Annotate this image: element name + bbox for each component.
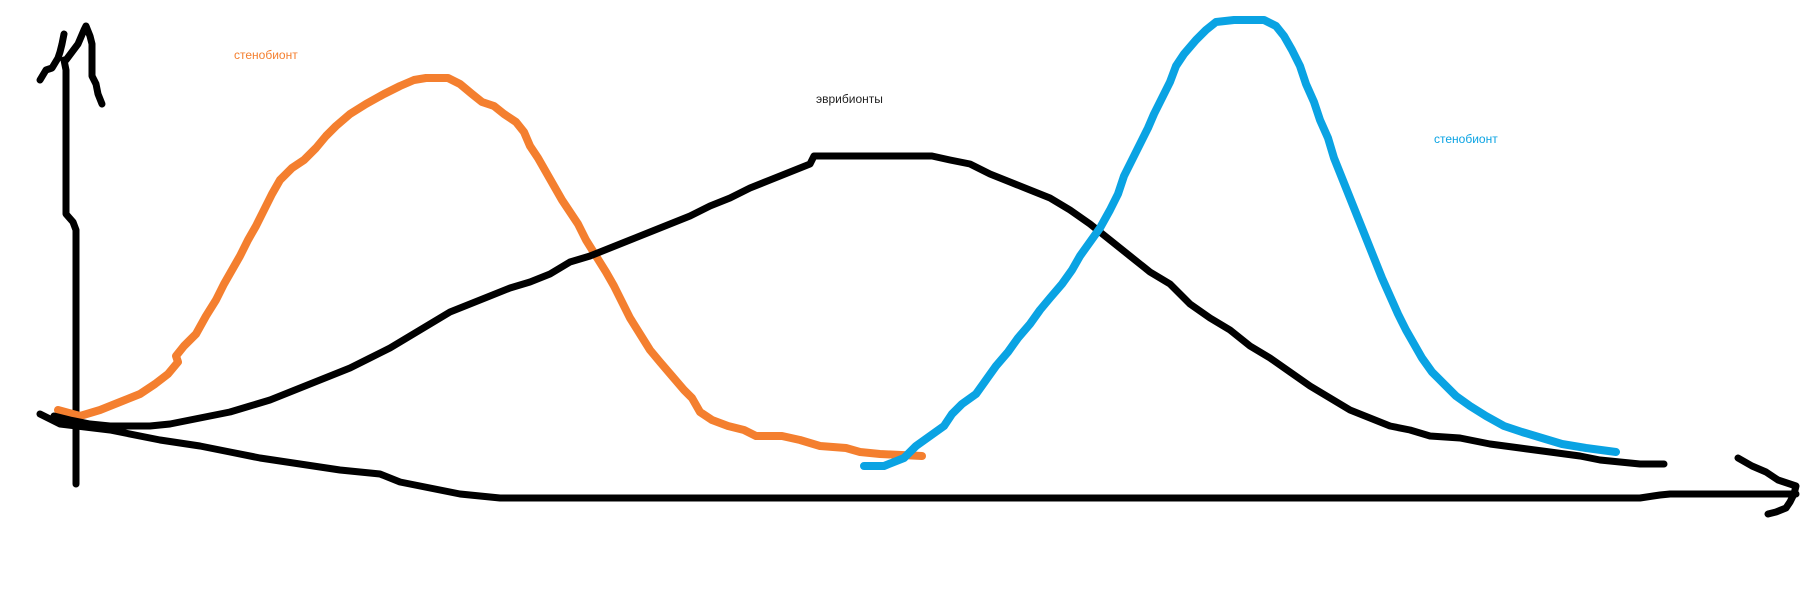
x-axis: [36, 410, 1800, 502]
arrow-up-icon: [36, 22, 106, 108]
eurybionts-label: эврибионты: [816, 92, 883, 106]
left-stenobiont-curve: [54, 74, 926, 460]
left-stenobiont-label: стенобионт: [234, 48, 298, 62]
right-stenobiont-curve: [860, 16, 1620, 470]
y-axis: [60, 56, 80, 488]
eurybionts-curve: [50, 152, 1668, 468]
right-stenobiont-label: стенобионт: [1434, 132, 1498, 146]
arrow-right-icon: [1734, 454, 1800, 518]
